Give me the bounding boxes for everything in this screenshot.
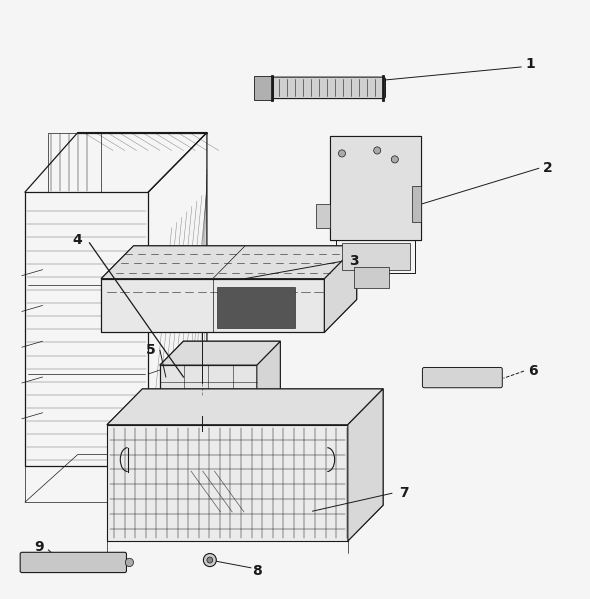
Bar [342,243,409,270]
Text: 3: 3 [349,254,359,268]
Polygon shape [324,246,357,332]
Bar [330,135,421,240]
Circle shape [373,147,381,154]
Text: 4: 4 [73,233,83,247]
Bar [217,288,296,328]
Bar [101,279,324,332]
Bar [254,76,273,100]
Bar [412,186,421,222]
Text: 8: 8 [252,564,262,578]
Circle shape [391,156,398,163]
Circle shape [207,557,213,563]
FancyBboxPatch shape [269,77,385,99]
FancyBboxPatch shape [20,552,126,573]
Text: 9: 9 [35,540,44,554]
Bar [160,365,257,416]
Polygon shape [101,246,357,279]
Circle shape [125,558,133,567]
Polygon shape [257,341,280,416]
Text: 5: 5 [146,343,156,357]
Circle shape [204,553,217,567]
Text: 6: 6 [528,364,537,378]
Polygon shape [348,389,383,541]
Polygon shape [160,341,280,365]
FancyBboxPatch shape [422,367,502,388]
Bar [354,267,389,288]
Polygon shape [107,389,383,425]
Bar [107,425,348,541]
Text: 1: 1 [525,57,535,71]
Text: 2: 2 [543,161,552,176]
Bar [316,204,330,228]
Text: 7: 7 [399,486,408,500]
Circle shape [339,150,346,157]
